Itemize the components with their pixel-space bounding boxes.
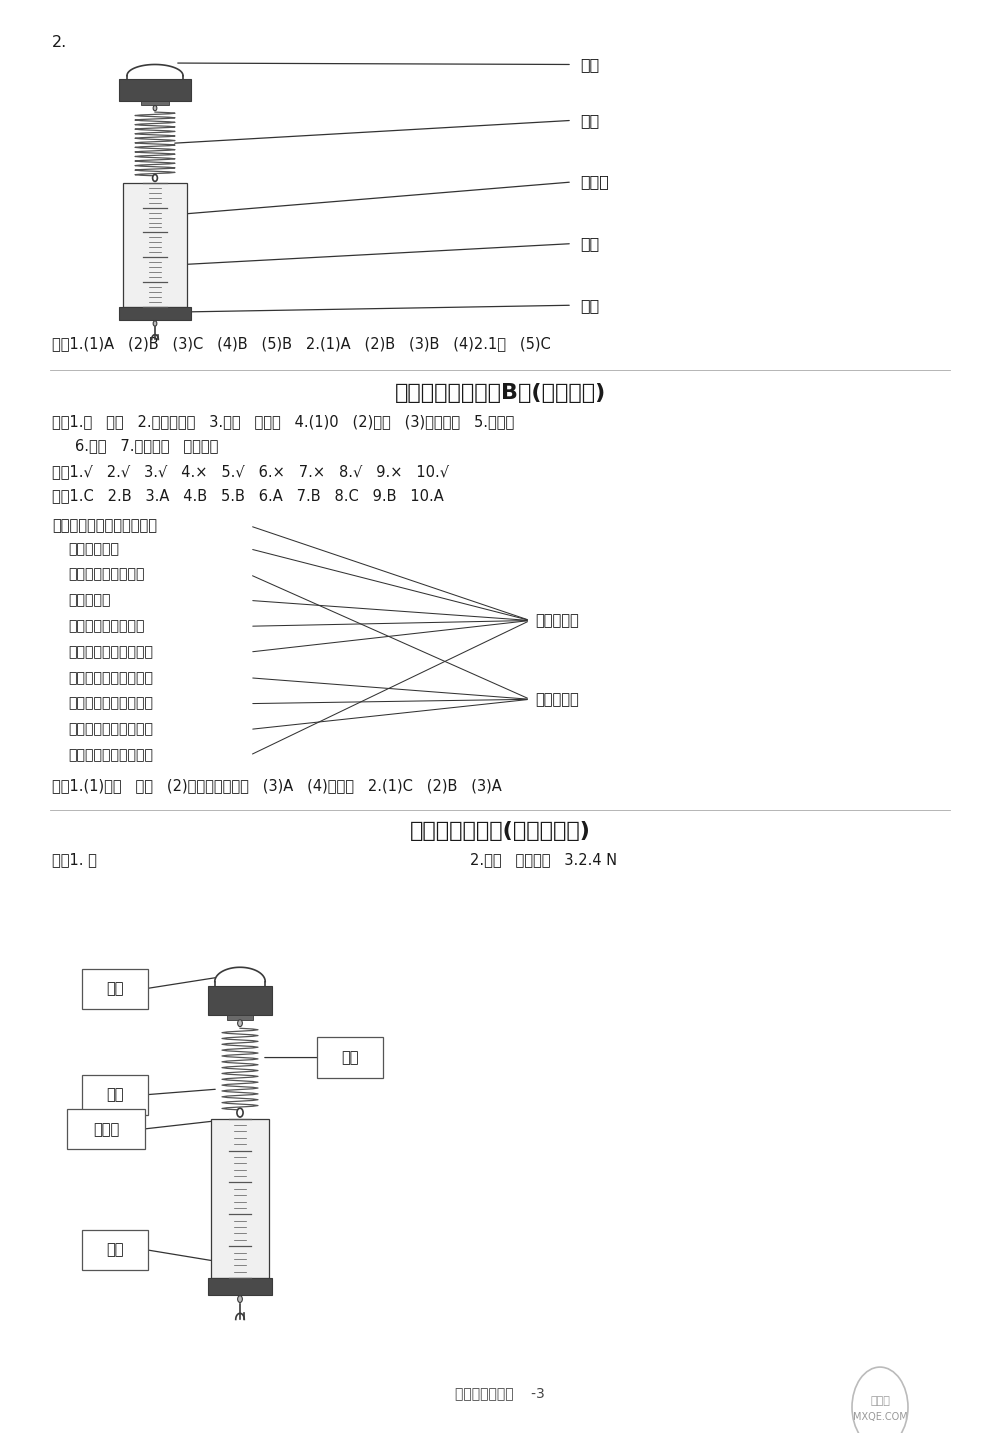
Text: 五、1.(1)A   (2)B   (3)C   (4)B   (5)B   2.(1)A   (2)B   (3)B   (4)2.1米   (5)C: 五、1.(1)A (2)B (3)C (4)B (5)B 2.(1)A (2)B… <box>52 337 551 351</box>
FancyBboxPatch shape <box>82 969 148 1009</box>
Text: 鞋底的花纹: 鞋底的花纹 <box>68 593 110 608</box>
Text: 车轮与轴之间安装滚珠: 车轮与轴之间安装滚珠 <box>68 671 153 685</box>
Bar <box>208 1278 272 1295</box>
FancyBboxPatch shape <box>67 1109 145 1149</box>
Bar <box>211 1119 269 1278</box>
Text: 一、1.下   重力   2.垫圈的个数   3.相反   反冲力   4.(1)0   (2)相平   (3)最大数量   5.摩擦力: 一、1.下 重力 2.垫圈的个数 3.相反 反冲力 4.(1)0 (2)相平 (… <box>52 414 514 428</box>
Bar <box>119 307 191 321</box>
Text: 2.: 2. <box>52 36 67 50</box>
Circle shape <box>153 175 157 182</box>
Text: 五、1.(1)滚动   滑动   (2)汽车行驶的速度   (3)A   (4)慢一点   2.(1)C   (2)B   (3)A: 五、1.(1)滚动 滑动 (2)汽车行驶的速度 (3)A (4)慢一点 2.(1… <box>52 778 502 792</box>
Circle shape <box>153 321 157 327</box>
FancyBboxPatch shape <box>82 1230 148 1270</box>
Text: 四、举重运动员在手上抹粉: 四、举重运动员在手上抹粉 <box>52 519 157 533</box>
Text: 科学四年级上册    -3: 科学四年级上册 -3 <box>455 1386 545 1400</box>
Bar <box>119 79 191 102</box>
Text: 弹簧: 弹簧 <box>580 298 599 312</box>
Text: 答案圈: 答案圈 <box>870 1397 890 1406</box>
Text: MXQE.COM: MXQE.COM <box>853 1413 907 1422</box>
Text: 提环: 提环 <box>106 982 124 996</box>
Circle shape <box>238 1295 242 1303</box>
Text: 搬运物体时下面放滚木: 搬运物体时下面放滚木 <box>68 722 153 737</box>
Circle shape <box>153 106 157 110</box>
Text: 6.摩擦   7.滑动摩擦   滚动摩擦: 6.摩擦 7.滑动摩擦 滚动摩擦 <box>75 438 218 453</box>
Text: 自行车把手上的纹路: 自行车把手上的纹路 <box>68 619 144 633</box>
Bar <box>141 102 169 106</box>
Text: 第三单元迎考冲刺B卷(运动和力): 第三单元迎考冲刺B卷(运动和力) <box>394 383 606 403</box>
Circle shape <box>237 1108 243 1118</box>
Text: 三、1.C   2.B   3.A   4.B   5.B   6.A   7.B   8.C   9.B   10.A: 三、1.C 2.B 3.A 4.B 5.B 6.A 7.B 8.C 9.B 10… <box>52 489 444 503</box>
Bar <box>123 183 187 307</box>
Text: 一、1. 力: 一、1. 力 <box>52 853 97 867</box>
Bar <box>208 986 272 1015</box>
FancyBboxPatch shape <box>317 1037 383 1078</box>
Text: 指针: 指针 <box>580 113 599 128</box>
Text: 刻度板: 刻度板 <box>580 175 609 189</box>
Text: 下雪天轮胎上装防滑链: 下雪天轮胎上装防滑链 <box>68 645 153 659</box>
Text: 轮胎上的花纹: 轮胎上的花纹 <box>68 542 119 556</box>
Text: 挂钩: 挂钩 <box>580 236 599 251</box>
Text: 分类迎考冲刺卷(实验与观察): 分类迎考冲刺卷(实验与观察) <box>410 821 590 841</box>
Text: 提环: 提环 <box>580 57 599 72</box>
Text: 刻度板: 刻度板 <box>93 1122 119 1136</box>
Text: 减小摩擦力: 减小摩擦力 <box>535 692 579 706</box>
Bar <box>227 1015 253 1020</box>
Text: 在齿轮之间加润滑剂: 在齿轮之间加润滑剂 <box>68 567 144 582</box>
Text: 2.伸长   恢复原样   3.2.4 N: 2.伸长 恢复原样 3.2.4 N <box>470 853 617 867</box>
Text: 二、1.√   2.√   3.√   4.×   5.√   6.×   7.×   8.√   9.×   10.√: 二、1.√ 2.√ 3.√ 4.× 5.√ 6.× 7.× 8.√ 9.× 10… <box>52 464 449 479</box>
Text: 自行车链条上加润滑剂: 自行车链条上加润滑剂 <box>68 696 153 711</box>
Text: 瓶盖上有一些竖的花纹: 瓶盖上有一些竖的花纹 <box>68 748 153 762</box>
Text: 弹簧: 弹簧 <box>341 1050 359 1065</box>
Text: 挂钩: 挂钩 <box>106 1242 124 1257</box>
Circle shape <box>238 1020 242 1026</box>
Text: 指针: 指针 <box>106 1088 124 1102</box>
Text: 增大摩擦力: 增大摩擦力 <box>535 613 579 628</box>
FancyBboxPatch shape <box>82 1075 148 1115</box>
